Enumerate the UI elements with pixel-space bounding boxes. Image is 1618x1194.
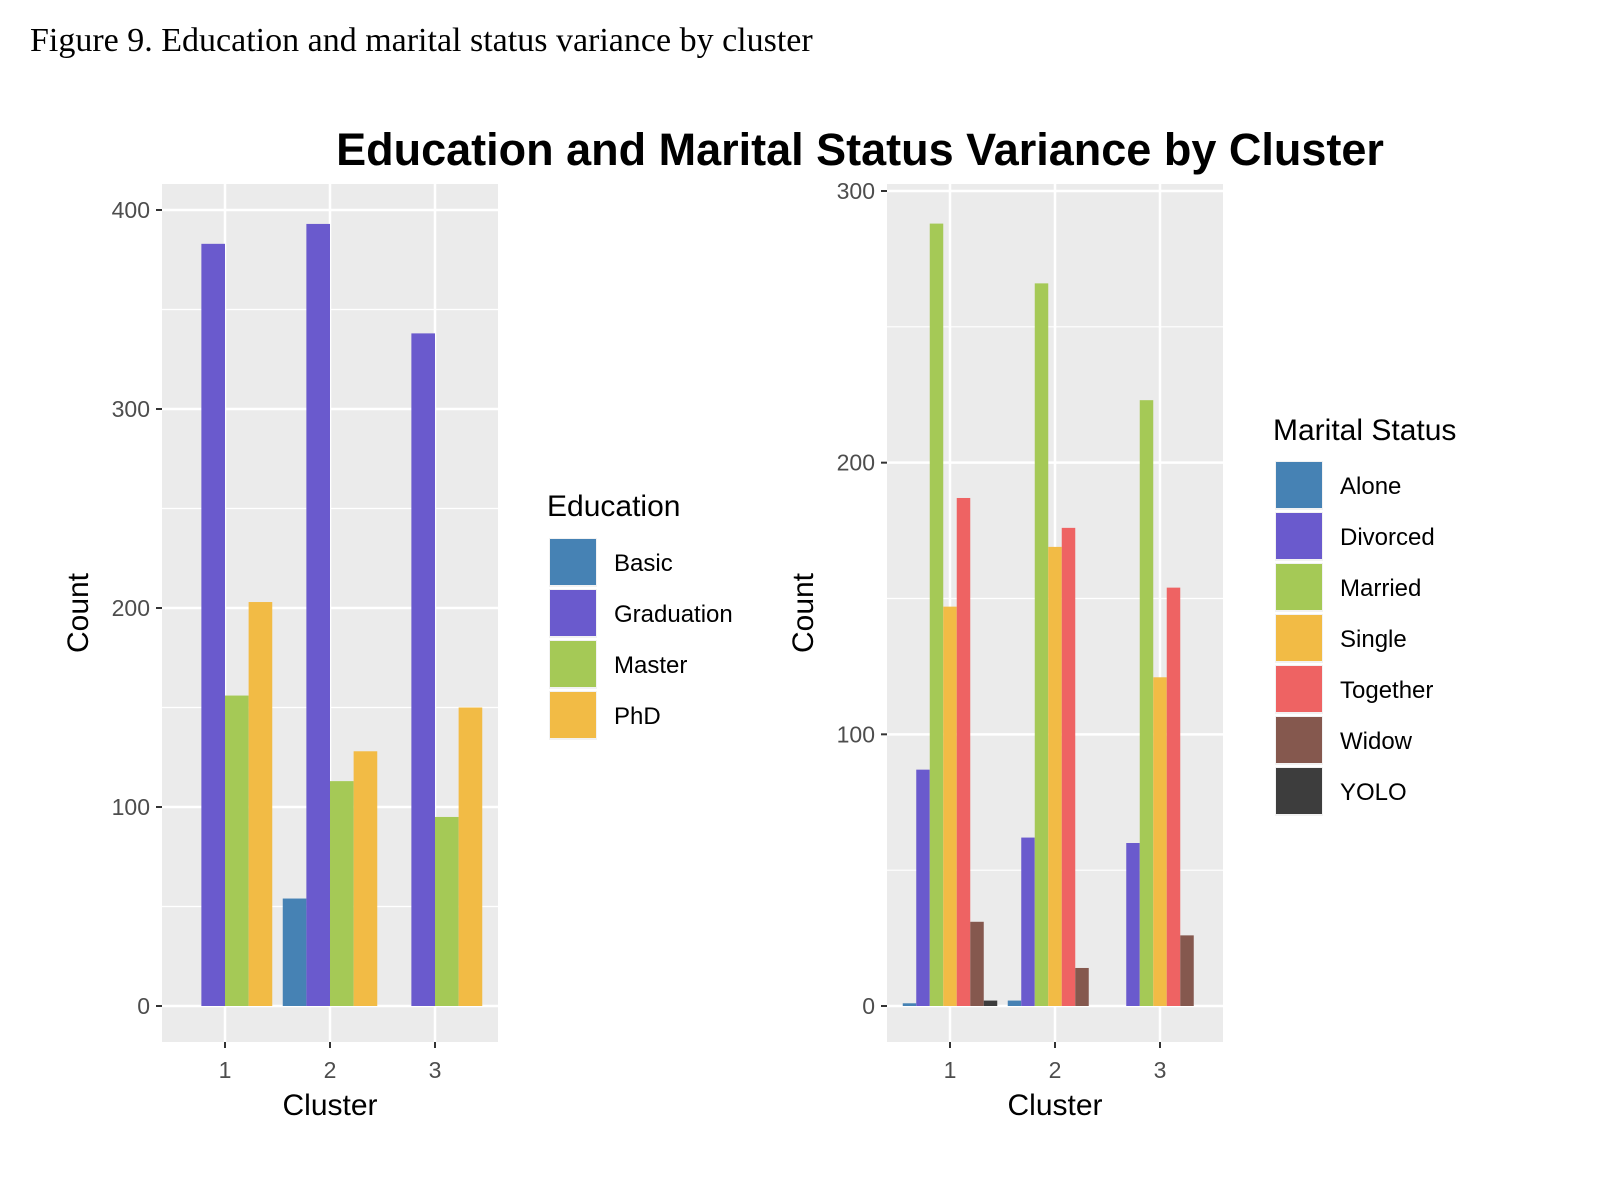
y-tick-label: 300	[112, 396, 150, 422]
legend-label-basic: Basic	[614, 550, 673, 577]
legend-title: Education	[547, 490, 680, 523]
legend-swatch-alone	[1276, 462, 1322, 508]
bar-divorced-cluster-3	[1126, 843, 1140, 1006]
legend-label-widow: Widow	[1340, 728, 1413, 755]
bar-divorced-cluster-1	[916, 769, 930, 1006]
legend-title: Marital Status	[1273, 414, 1456, 447]
bar-yolo-cluster-1	[983, 1000, 998, 1006]
y-tick-label: 0	[137, 993, 150, 1019]
y-tick-label: 400	[112, 197, 150, 223]
bar-master-cluster-1	[225, 695, 249, 1006]
legend-label-single: Single	[1340, 626, 1407, 653]
legend-label-master: Master	[614, 652, 687, 679]
x-tick-label: 2	[1049, 1057, 1062, 1083]
x-tick-label: 1	[219, 1057, 232, 1083]
bar-alone-cluster-1	[902, 1003, 917, 1006]
bar-widow-cluster-3	[1180, 935, 1194, 1006]
y-tick-label: 100	[837, 721, 875, 747]
x-tick-label: 3	[429, 1057, 442, 1083]
bar-phd-cluster-1	[248, 602, 273, 1006]
y-tick-label: 200	[112, 595, 150, 621]
bar-graduation-cluster-1	[201, 243, 225, 1006]
bar-graduation-cluster-3	[411, 333, 435, 1006]
education-panel: 0 100 200 300 400 1 2 3 Cluster Count Education Bas…	[62, 184, 733, 1122]
y-tick-label: 300	[837, 178, 875, 204]
bar-phd-cluster-2	[353, 751, 378, 1006]
bar-widow-cluster-1	[970, 921, 984, 1006]
bar-married-cluster-2	[1034, 283, 1049, 1006]
legend-label-graduation: Graduation	[614, 601, 733, 628]
bar-single-cluster-2	[1048, 546, 1062, 1006]
bar-divorced-cluster-2	[1021, 837, 1035, 1006]
x-tick-label: 1	[944, 1057, 957, 1083]
x-tick-label: 2	[324, 1057, 337, 1083]
legend-swatch-divorced	[1276, 513, 1322, 559]
bar-phd-cluster-3	[458, 707, 483, 1006]
bar-together-cluster-2	[1061, 527, 1076, 1006]
legend-label-phd: PhD	[614, 703, 661, 730]
y-axis-label: Count	[62, 572, 95, 653]
bar-married-cluster-1	[929, 223, 944, 1007]
marital-status-panel: 0 100 200 300 1 2 3 Cluster Count Marital Status A…	[787, 178, 1456, 1122]
bar-single-cluster-3	[1153, 677, 1167, 1006]
legend-swatch-single	[1276, 615, 1322, 661]
bar-single-cluster-1	[943, 606, 957, 1006]
bar-together-cluster-1	[956, 497, 971, 1006]
legend-label-married: Married	[1340, 575, 1421, 602]
x-tick-label: 3	[1154, 1057, 1167, 1083]
bar-married-cluster-3	[1139, 400, 1154, 1006]
bar-basic-cluster-2	[282, 898, 307, 1006]
legend-label-alone: Alone	[1340, 473, 1401, 500]
bar-graduation-cluster-2	[306, 223, 330, 1006]
legend-swatch-graduation	[550, 590, 596, 636]
legend-swatch-basic	[550, 539, 596, 585]
bar-widow-cluster-2	[1075, 967, 1089, 1006]
figure-caption: Figure 9. Education and marital status v…	[30, 22, 813, 59]
legend-label-divorced: Divorced	[1340, 524, 1435, 551]
bar-alone-cluster-2	[1007, 1000, 1022, 1006]
legend-label-together: Together	[1340, 677, 1433, 704]
legend-swatch-yolo	[1276, 768, 1322, 814]
legend-swatch-married	[1276, 564, 1322, 610]
legend-swatch-together	[1276, 666, 1322, 712]
legend-swatch-master	[550, 641, 596, 687]
legend-label-yolo: YOLO	[1340, 779, 1407, 806]
y-tick-label: 100	[112, 794, 150, 820]
legend-swatch-widow	[1276, 717, 1322, 763]
bar-master-cluster-2	[330, 781, 354, 1006]
y-tick-label: 0	[862, 993, 875, 1019]
x-axis-label: Cluster	[282, 1089, 377, 1122]
y-axis-label: Count	[787, 572, 820, 653]
bar-master-cluster-3	[435, 816, 459, 1006]
legend-swatch-phd	[550, 692, 596, 738]
chart-title: Education and Marital Status Variance by…	[336, 124, 1384, 175]
x-axis-label: Cluster	[1007, 1089, 1102, 1122]
y-tick-label: 200	[837, 450, 875, 476]
bar-together-cluster-3	[1166, 587, 1181, 1006]
